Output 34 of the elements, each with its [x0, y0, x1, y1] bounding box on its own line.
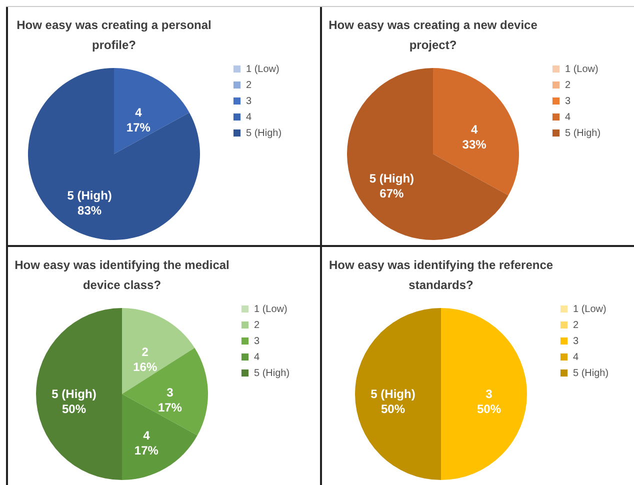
legend-label: 4 [246, 112, 252, 123]
legend-label: 5 (High) [254, 368, 290, 379]
legend-label: 1 (Low) [565, 64, 598, 75]
data-label: 2 16% [133, 344, 158, 374]
legend-label: 2 [573, 320, 579, 331]
data-label: 5 (High) 50% [370, 387, 416, 416]
data-label: 5 (High) 83% [67, 188, 112, 218]
legend-label: 1 (Low) [246, 64, 280, 75]
legend-label: 3 [565, 96, 571, 107]
data-label: 4 17% [134, 428, 159, 458]
legend-label: 2 [565, 80, 571, 91]
legend-label: 4 [565, 112, 571, 123]
data-label: 3 50% [476, 387, 502, 416]
legend-label: 4 [573, 352, 579, 363]
legend-label: 2 [254, 320, 260, 331]
chart-title: How easy was identifying the medical device class? [14, 258, 230, 292]
legend-label: 1 (Low) [573, 304, 606, 315]
data-label: 5 (High) 67% [369, 171, 414, 200]
legend-label: 3 [254, 336, 260, 347]
data-label: 3 17% [158, 385, 182, 414]
legend-label: 3 [573, 336, 579, 347]
chart-title: How easy was identifying the reference standards? [328, 258, 554, 292]
legend-label: 3 [246, 96, 252, 107]
chart-title: How easy was creating a new device project? [328, 18, 538, 52]
data-label: 4 33% [462, 122, 487, 152]
legend-label: 2 [246, 80, 252, 91]
data-label: 5 (High) 50% [52, 387, 96, 416]
data-label: 4 17% [126, 106, 151, 135]
legend-label: 5 (High) [246, 128, 282, 139]
legend-label: 4 [254, 352, 260, 363]
chart-title: How easy was creating a personal profile? [16, 18, 212, 52]
legend-label: 5 (High) [565, 128, 601, 139]
legend-label: 1 (Low) [254, 304, 288, 315]
legend-label: 5 (High) [573, 368, 609, 379]
